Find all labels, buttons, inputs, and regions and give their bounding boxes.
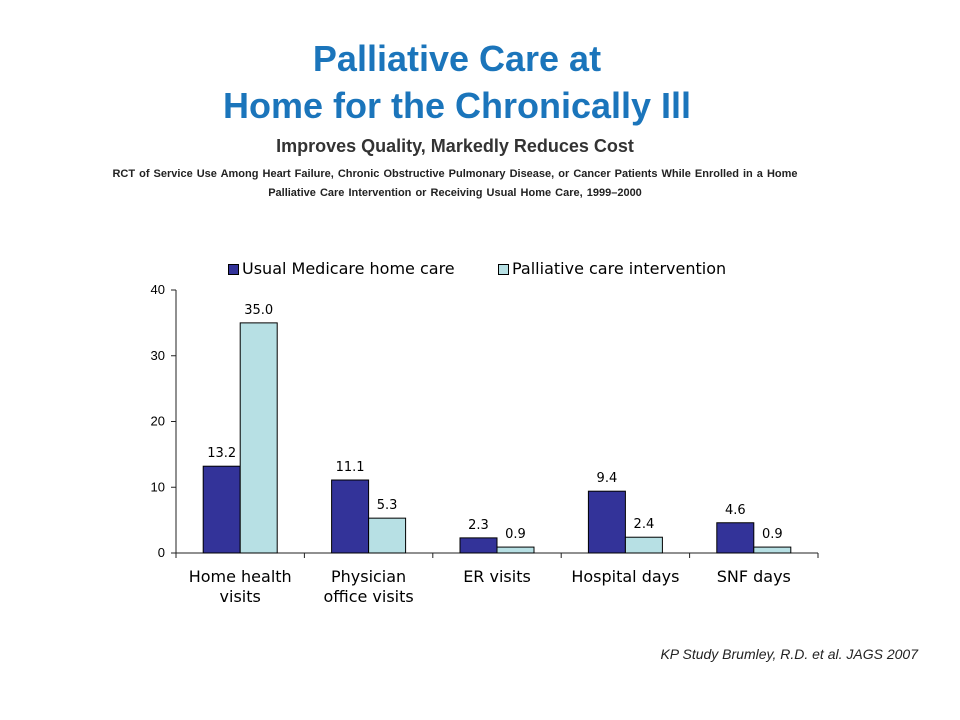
x-tick-label-line: Home health: [189, 567, 292, 586]
source-citation: KP Study Brumley, R.D. et al. JAGS 2007: [660, 646, 918, 662]
y-tick-label: 0: [158, 545, 165, 560]
x-tick-label-line: visits: [220, 587, 261, 606]
bar: [716, 522, 755, 554]
study-description-line-2: Palliative Care Intervention or Receivin…: [268, 187, 642, 199]
bar-value-label: 35.0: [244, 303, 273, 318]
y-tick-label: 10: [151, 479, 165, 494]
x-tick-label: Hospital days: [571, 567, 679, 586]
legend-swatch-palliative-care: [498, 263, 509, 275]
bar: [459, 537, 498, 554]
bar-value-label: 13.2: [207, 446, 236, 461]
legend-swatch-usual-care: [228, 263, 239, 275]
bar: [202, 465, 241, 554]
bar-value-label: 2.3: [468, 518, 489, 533]
bar: [587, 490, 626, 554]
x-tick-label-line: ER visits: [463, 567, 531, 586]
x-tick-label: ER visits: [463, 567, 531, 586]
x-tick-label-line: office visits: [323, 587, 413, 606]
x-tick-label: SNF days: [717, 567, 791, 586]
legend-label-palliative-care: Palliative care intervention: [512, 259, 727, 278]
bar: [331, 479, 370, 554]
bar: [368, 517, 407, 554]
bar: [753, 546, 792, 554]
slide-subtitle: Improves Quality, Markedly Reduces Cost: [276, 136, 634, 156]
bar-value-label: 9.4: [597, 471, 618, 486]
bar-value-label: 2.4: [634, 517, 655, 532]
bar-value-label: 0.9: [505, 527, 526, 542]
legend-label-usual-care: Usual Medicare home care: [242, 259, 455, 278]
x-tick-label-line: Physician: [331, 567, 406, 586]
bar-value-label: 5.3: [377, 498, 398, 513]
y-tick-label: 30: [151, 348, 165, 363]
bar-value-label: 11.1: [336, 460, 365, 475]
bar: [496, 546, 535, 554]
x-tick-label: Physician office visits: [323, 567, 413, 606]
x-tick-label-line: Hospital days: [571, 567, 679, 586]
x-tick-label: Home health visits: [189, 567, 292, 606]
bar-value-label: 4.6: [725, 503, 746, 518]
bar-value-label: 0.9: [762, 527, 783, 542]
y-tick-label: 40: [151, 282, 165, 297]
legend-item-palliative-care: Palliative care intervention: [498, 259, 726, 279]
bar: [239, 322, 278, 554]
slide-title-line-2: Home for the Chronically Ill: [222, 85, 692, 126]
legend-item-usual-care: Usual Medicare home care: [228, 259, 455, 279]
bar: [624, 536, 663, 554]
x-tick-label-line: SNF days: [717, 567, 791, 586]
slide-title-line-1: Palliative Care at: [312, 38, 602, 79]
study-description-line-1: RCT of Service Use Among Heart Failure, …: [112, 168, 798, 180]
y-tick-label: 20: [151, 414, 165, 429]
